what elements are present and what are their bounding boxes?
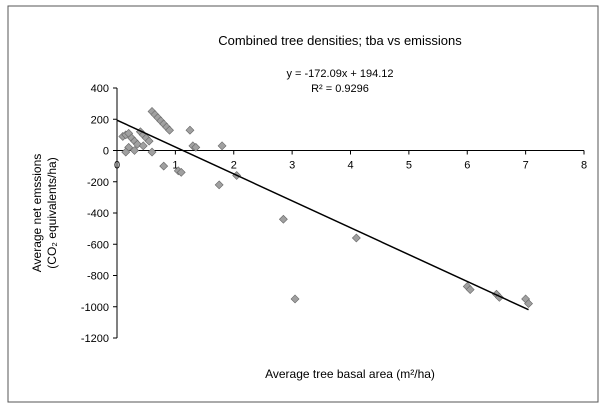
x-tick-label: 4 (347, 160, 353, 172)
point (351, 233, 361, 243)
point (144, 136, 154, 146)
point (159, 161, 169, 171)
x-tick-label: 0 (114, 160, 120, 172)
point (217, 141, 227, 151)
y-axis-label: (CO₂ equivalents/ha) (45, 157, 59, 268)
point (465, 285, 475, 294)
x-axis-label: Average tree basal area (m²/ha) (265, 367, 435, 381)
point (191, 142, 201, 152)
chart-border (7, 5, 599, 403)
point (278, 214, 288, 224)
y-tick-label: -600 (87, 239, 109, 251)
trendline (116, 119, 529, 311)
equation: y = -172.09x + 194.12 (286, 68, 393, 80)
y-tick-label: 0 (103, 146, 109, 158)
y-tick-label: 200 (91, 114, 109, 126)
point (147, 147, 157, 157)
x-tick-label: 7 (523, 160, 529, 172)
point (290, 294, 300, 304)
point (524, 299, 533, 309)
point (138, 141, 148, 151)
x-tick-label: 3 (289, 160, 295, 172)
point (130, 146, 139, 155)
point (121, 147, 131, 157)
x-tick-label: 6 (464, 160, 470, 172)
x-tick-label: 2 (231, 160, 237, 172)
x-tick-label: 5 (406, 160, 412, 172)
point (494, 292, 504, 302)
r-squared: R² = 0.9296 (311, 83, 369, 95)
x-tick-label: 8 (581, 160, 587, 172)
y-tick-label: -800 (87, 271, 109, 283)
point (185, 125, 195, 135)
x-tick-label: 1 (172, 160, 178, 172)
y-tick-label: 400 (91, 83, 109, 95)
y-tick-label: -1000 (81, 302, 109, 314)
y-tick-label: -1200 (81, 333, 109, 345)
y-axis-label: Average net emssions (30, 154, 44, 273)
point (165, 125, 174, 135)
point (214, 180, 224, 190)
point (176, 167, 186, 177)
chart-title: Combined tree densities; tba vs emission… (218, 33, 462, 48)
y-tick-label: -400 (87, 208, 109, 220)
y-tick-label: -200 (87, 177, 109, 189)
